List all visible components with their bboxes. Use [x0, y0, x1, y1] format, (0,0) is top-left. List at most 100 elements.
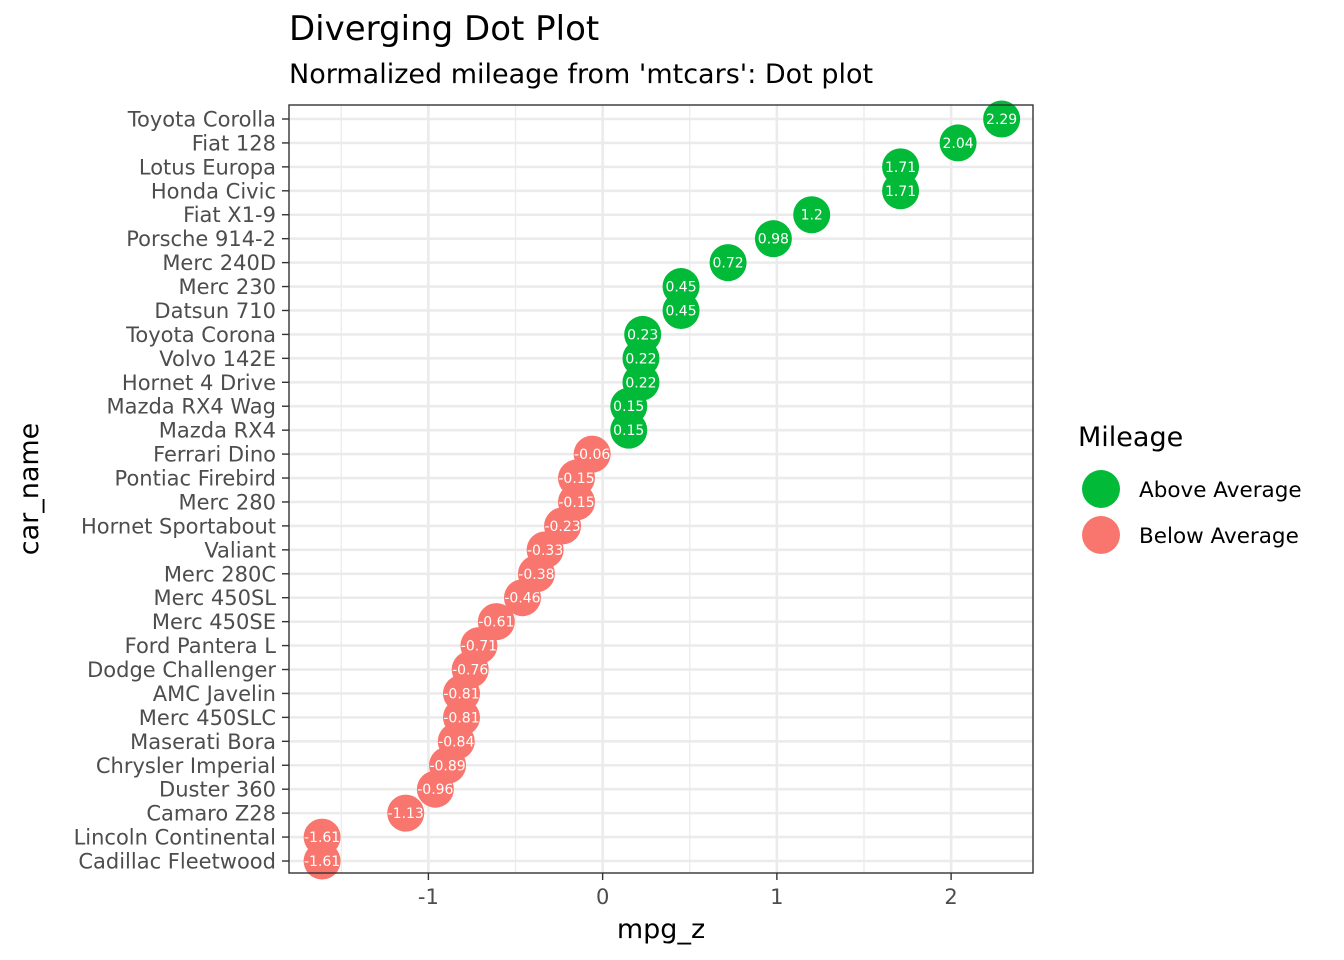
dot-marker	[882, 148, 920, 186]
dot-marker	[387, 794, 425, 832]
data-point: -1.13	[387, 794, 425, 832]
x-tick-label: 1	[770, 885, 783, 909]
legend-key	[1082, 470, 1120, 508]
y-tick-label: Pontiac Firebird	[115, 467, 276, 491]
dot-value-label: 0.15	[613, 423, 644, 439]
dot-value-label: -0.46	[504, 591, 540, 607]
data-point: 0.98	[754, 220, 792, 258]
x-tick-label: 0	[596, 885, 609, 909]
dot-value-label: -1.13	[388, 806, 424, 822]
chart-subtitle: Normalized mileage from 'mtcars': Dot pl…	[289, 59, 873, 90]
y-tick-label: Merc 280	[178, 490, 276, 514]
y-tick-label: Hornet 4 Drive	[122, 371, 276, 395]
y-tick-label: Camaro Z28	[146, 802, 276, 826]
data-point: -0.61	[477, 603, 515, 641]
data-point: 0.72	[709, 244, 747, 282]
dot-value-label: -0.81	[443, 710, 479, 726]
dot-value-label: -0.33	[527, 543, 563, 559]
dot-value-label: -0.76	[452, 663, 488, 679]
dot-marker	[709, 244, 747, 282]
y-tick-label: Fiat 128	[192, 131, 276, 155]
dot-value-label: -0.06	[574, 447, 610, 463]
dot-marker	[573, 435, 611, 473]
y-tick-label: Valiant	[204, 538, 276, 562]
dot-marker	[662, 268, 700, 306]
dot-value-label: -0.81	[443, 686, 479, 702]
legend-title: Mileage	[1078, 422, 1183, 453]
y-tick-label: Merc 240D	[162, 251, 276, 275]
dot-value-label: -0.61	[478, 615, 514, 631]
panel-background	[289, 105, 1033, 873]
data-points: -1.61 -1.61 -1.13 -0.96 -0.89 -0.84 -0.81 -0.81…	[303, 100, 1021, 880]
y-tick-label: Lotus Europa	[139, 155, 276, 179]
y-tick-label: Volvo 142E	[159, 347, 276, 371]
dot-value-label: -0.71	[461, 639, 497, 655]
dot-value-label: -0.89	[429, 758, 465, 774]
dot-value-label: -0.38	[518, 567, 554, 583]
dot-value-label: 0.72	[712, 256, 743, 272]
y-tick-label: Dodge Challenger	[87, 658, 276, 682]
dot-value-label: 0.15	[613, 399, 644, 415]
y-tick-label: Porsche 914-2	[126, 227, 276, 251]
dot-value-label: -1.61	[304, 830, 340, 846]
dot-value-label: -1.61	[304, 854, 340, 870]
y-tick-label: Chrysler Imperial	[96, 754, 276, 778]
y-tick-label: Ford Pantera L	[125, 634, 277, 658]
y-axis-title: car_name	[14, 423, 45, 556]
dot-marker	[303, 818, 341, 856]
dot-value-label: 0.22	[625, 375, 656, 391]
dot-value-label: -0.15	[558, 471, 594, 487]
y-tick-label: AMC Javelin	[153, 682, 276, 706]
y-tick-label: Ferrari Dino	[153, 443, 276, 467]
y-tick-label: Merc 450SL	[153, 586, 276, 610]
y-tick-label: Hornet Sportabout	[81, 514, 276, 538]
data-point: 0.23	[624, 315, 662, 353]
dot-marker	[624, 315, 662, 353]
legend-label: Above Average	[1139, 478, 1302, 503]
legend: Mileage Above Average Below Average	[1078, 422, 1302, 554]
y-tick-label: Merc 230	[178, 275, 276, 299]
data-point: 1.71	[882, 148, 920, 186]
y-tick-label: Honda Civic	[151, 179, 276, 203]
dot-value-label: -0.96	[417, 782, 453, 798]
dot-value-label: 0.23	[627, 327, 658, 343]
grid	[289, 105, 1033, 873]
dot-value-label: 2.04	[942, 136, 973, 152]
legend-key	[1082, 516, 1120, 554]
x-tick-label: 2	[944, 885, 957, 909]
y-tick-label: Mazda RX4 Wag	[106, 395, 276, 419]
dot-value-label: 0.22	[625, 351, 656, 367]
chart-title: Diverging Dot Plot	[289, 9, 599, 49]
y-tick-label: Fiat X1-9	[183, 203, 276, 227]
dot-marker	[477, 603, 515, 641]
dot-value-label: 1.2	[801, 208, 823, 224]
y-tick-label: Toyota Corona	[125, 323, 276, 347]
dot-value-label: 1.71	[885, 184, 916, 200]
y-tick-label: Merc 280C	[164, 562, 276, 586]
dot-value-label: -0.15	[558, 495, 594, 511]
y-tick-label: Maserati Bora	[130, 730, 276, 754]
data-point: -0.06	[573, 435, 611, 473]
data-point: 2.04	[939, 124, 977, 162]
y-tick-label: Merc 450SE	[152, 610, 276, 634]
legend-label: Below Average	[1139, 524, 1299, 549]
dot-value-label: 0.45	[665, 303, 696, 319]
y-tick-label: Merc 450SLC	[139, 706, 276, 730]
data-point: 0.45	[662, 268, 700, 306]
y-tick-label: Cadillac Fleetwood	[78, 850, 276, 874]
y-tick-label: Duster 360	[159, 778, 276, 802]
y-tick-label: Mazda RX4	[159, 419, 276, 443]
dot-value-label: 2.29	[986, 112, 1017, 128]
x-axis-title: mpg_z	[617, 914, 705, 945]
y-tick-label: Lincoln Continental	[74, 826, 276, 850]
y-tick-label: Toyota Corolla	[127, 108, 276, 132]
dot-marker	[939, 124, 977, 162]
data-point: -1.61	[303, 818, 341, 856]
dot-value-label: 0.98	[758, 232, 789, 248]
dot-marker	[983, 100, 1021, 138]
dot-value-label: -0.23	[544, 519, 580, 535]
dot-marker	[793, 196, 831, 234]
dot-value-label: 0.45	[665, 280, 696, 296]
dot-marker	[754, 220, 792, 258]
